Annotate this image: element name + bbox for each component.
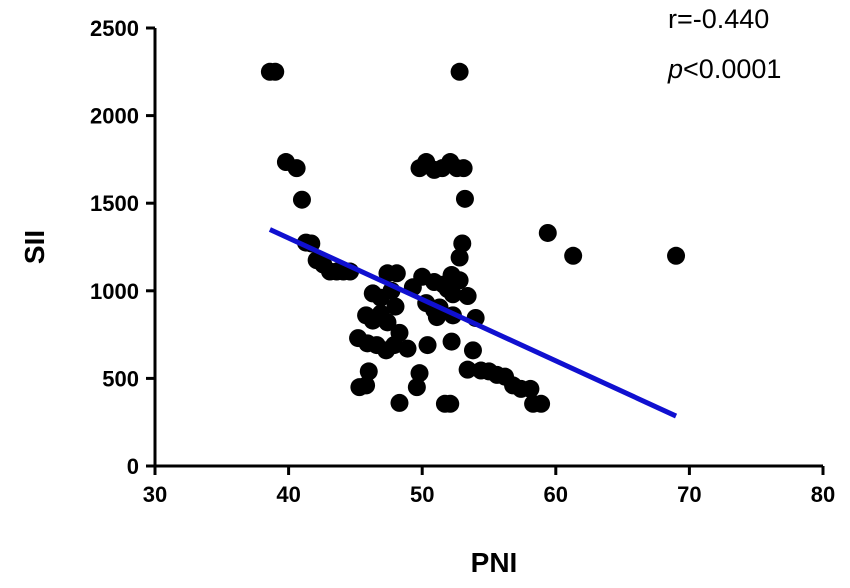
x-axis-ticks: 30 40 50 60 70 80: [143, 466, 835, 507]
data-point: [357, 376, 376, 395]
data-point: [292, 190, 311, 209]
y-axis-ticks: 0 500 1000 1500 2000 2500: [90, 16, 155, 479]
y-axis-title: SII: [19, 230, 50, 264]
data-point: [450, 248, 469, 267]
p-value-annotation: p<0.0001: [667, 54, 781, 84]
x-axis-title: PNI: [471, 547, 518, 578]
p-value: <0.0001: [683, 54, 781, 84]
y-tick-label: 2500: [90, 16, 139, 41]
data-point: [667, 246, 686, 265]
y-tick-label: 2000: [90, 104, 139, 129]
data-point: [287, 159, 306, 178]
data-point: [387, 264, 406, 283]
data-point: [450, 62, 469, 81]
data-point: [427, 308, 446, 327]
data-point: [463, 341, 482, 360]
x-tick-label: 30: [143, 482, 167, 507]
data-point: [564, 246, 583, 265]
data-point: [407, 378, 426, 397]
y-tick-label: 500: [102, 366, 139, 391]
y-tick-label: 1000: [90, 279, 139, 304]
data-point: [521, 379, 540, 398]
data-point: [454, 159, 473, 178]
data-point: [442, 332, 461, 351]
r-value-annotation: r=-0.440: [668, 4, 769, 34]
data-point: [378, 313, 397, 332]
x-tick-label: 50: [410, 482, 434, 507]
regression-line: [268, 227, 678, 419]
data-point: [441, 394, 460, 413]
data-point: [418, 336, 437, 355]
x-tick-label: 70: [677, 482, 701, 507]
y-tick-label: 0: [127, 454, 139, 479]
data-point: [538, 223, 557, 242]
x-tick-label: 60: [544, 482, 568, 507]
data-point: [453, 234, 472, 253]
x-tick-label: 40: [276, 482, 300, 507]
data-point: [359, 362, 378, 381]
data-points: [260, 62, 686, 413]
data-point: [455, 189, 474, 208]
data-point: [532, 394, 551, 413]
data-point: [458, 360, 477, 379]
x-tick-label: 80: [811, 482, 835, 507]
p-symbol: p: [667, 54, 683, 84]
data-point: [386, 297, 405, 316]
data-point: [390, 393, 409, 412]
data-point: [266, 62, 285, 81]
data-point: [458, 287, 477, 306]
data-point: [443, 285, 462, 304]
data-point: [390, 323, 409, 342]
y-tick-label: 1500: [90, 191, 139, 216]
data-point: [410, 364, 429, 383]
data-point: [398, 339, 417, 358]
